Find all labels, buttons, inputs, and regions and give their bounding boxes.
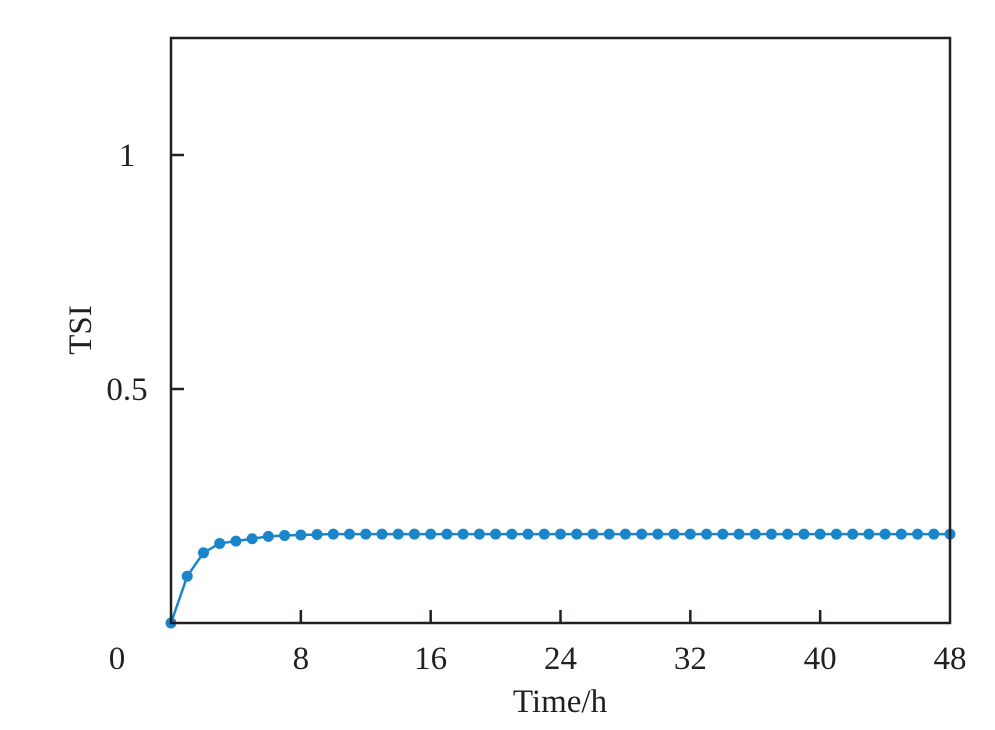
data-point (765, 528, 777, 540)
data-point (408, 528, 420, 540)
data-point (392, 528, 404, 540)
data-point (928, 528, 940, 540)
y-tick-label: 1 (119, 138, 136, 174)
data-point (814, 528, 826, 540)
x-tick-label: 8 (293, 641, 310, 677)
data-point (214, 537, 226, 549)
data-point (782, 528, 794, 540)
x-tick-label: 32 (674, 641, 707, 677)
x-tick-label: 24 (544, 641, 577, 677)
labels-layer: 0 8 16 24 32 40 48 0.5 1 (106, 138, 966, 677)
data-point (895, 528, 907, 540)
x-tick-label: 16 (414, 641, 447, 677)
x-tick-label: 40 (804, 641, 837, 677)
data-point (701, 528, 713, 540)
y-tick-label: 0.5 (106, 372, 147, 408)
data-point (636, 528, 648, 540)
data-point (441, 528, 453, 540)
series-layer (165, 528, 956, 629)
data-point (830, 528, 842, 540)
x-tick-label: 48 (934, 641, 967, 677)
data-point (311, 529, 323, 541)
ticks-layer (171, 153, 822, 623)
data-point (847, 528, 859, 540)
data-point (490, 528, 502, 540)
y-axis-title: TSI (63, 305, 99, 355)
data-point (912, 528, 924, 540)
data-point (344, 528, 356, 540)
data-point (360, 528, 372, 540)
data-point (327, 528, 339, 540)
x-axis-title: Time/h (513, 684, 608, 720)
data-point (279, 529, 291, 541)
data-point (197, 547, 209, 559)
data-point (506, 528, 518, 540)
data-point (749, 528, 761, 540)
data-point (246, 533, 258, 545)
data-point (684, 528, 696, 540)
data-point (538, 528, 550, 540)
data-point (181, 570, 193, 582)
data-point (619, 528, 631, 540)
data-point (457, 528, 469, 540)
data-point (262, 530, 274, 542)
data-point (668, 528, 680, 540)
data-point (798, 528, 810, 540)
series-line (169, 532, 950, 624)
data-point (587, 528, 599, 540)
x-tick-label: 0 (109, 641, 126, 677)
data-point (603, 528, 615, 540)
data-point (230, 535, 242, 547)
data-point (522, 528, 534, 540)
data-point (717, 528, 729, 540)
data-point (733, 528, 745, 540)
data-point (473, 528, 485, 540)
data-point (376, 528, 388, 540)
data-point (652, 528, 664, 540)
data-point (555, 528, 566, 540)
plot-frame (169, 36, 952, 625)
data-point (879, 528, 891, 540)
data-point (571, 528, 583, 540)
data-point (863, 528, 875, 540)
data-point (425, 528, 437, 540)
data-point (295, 529, 307, 541)
